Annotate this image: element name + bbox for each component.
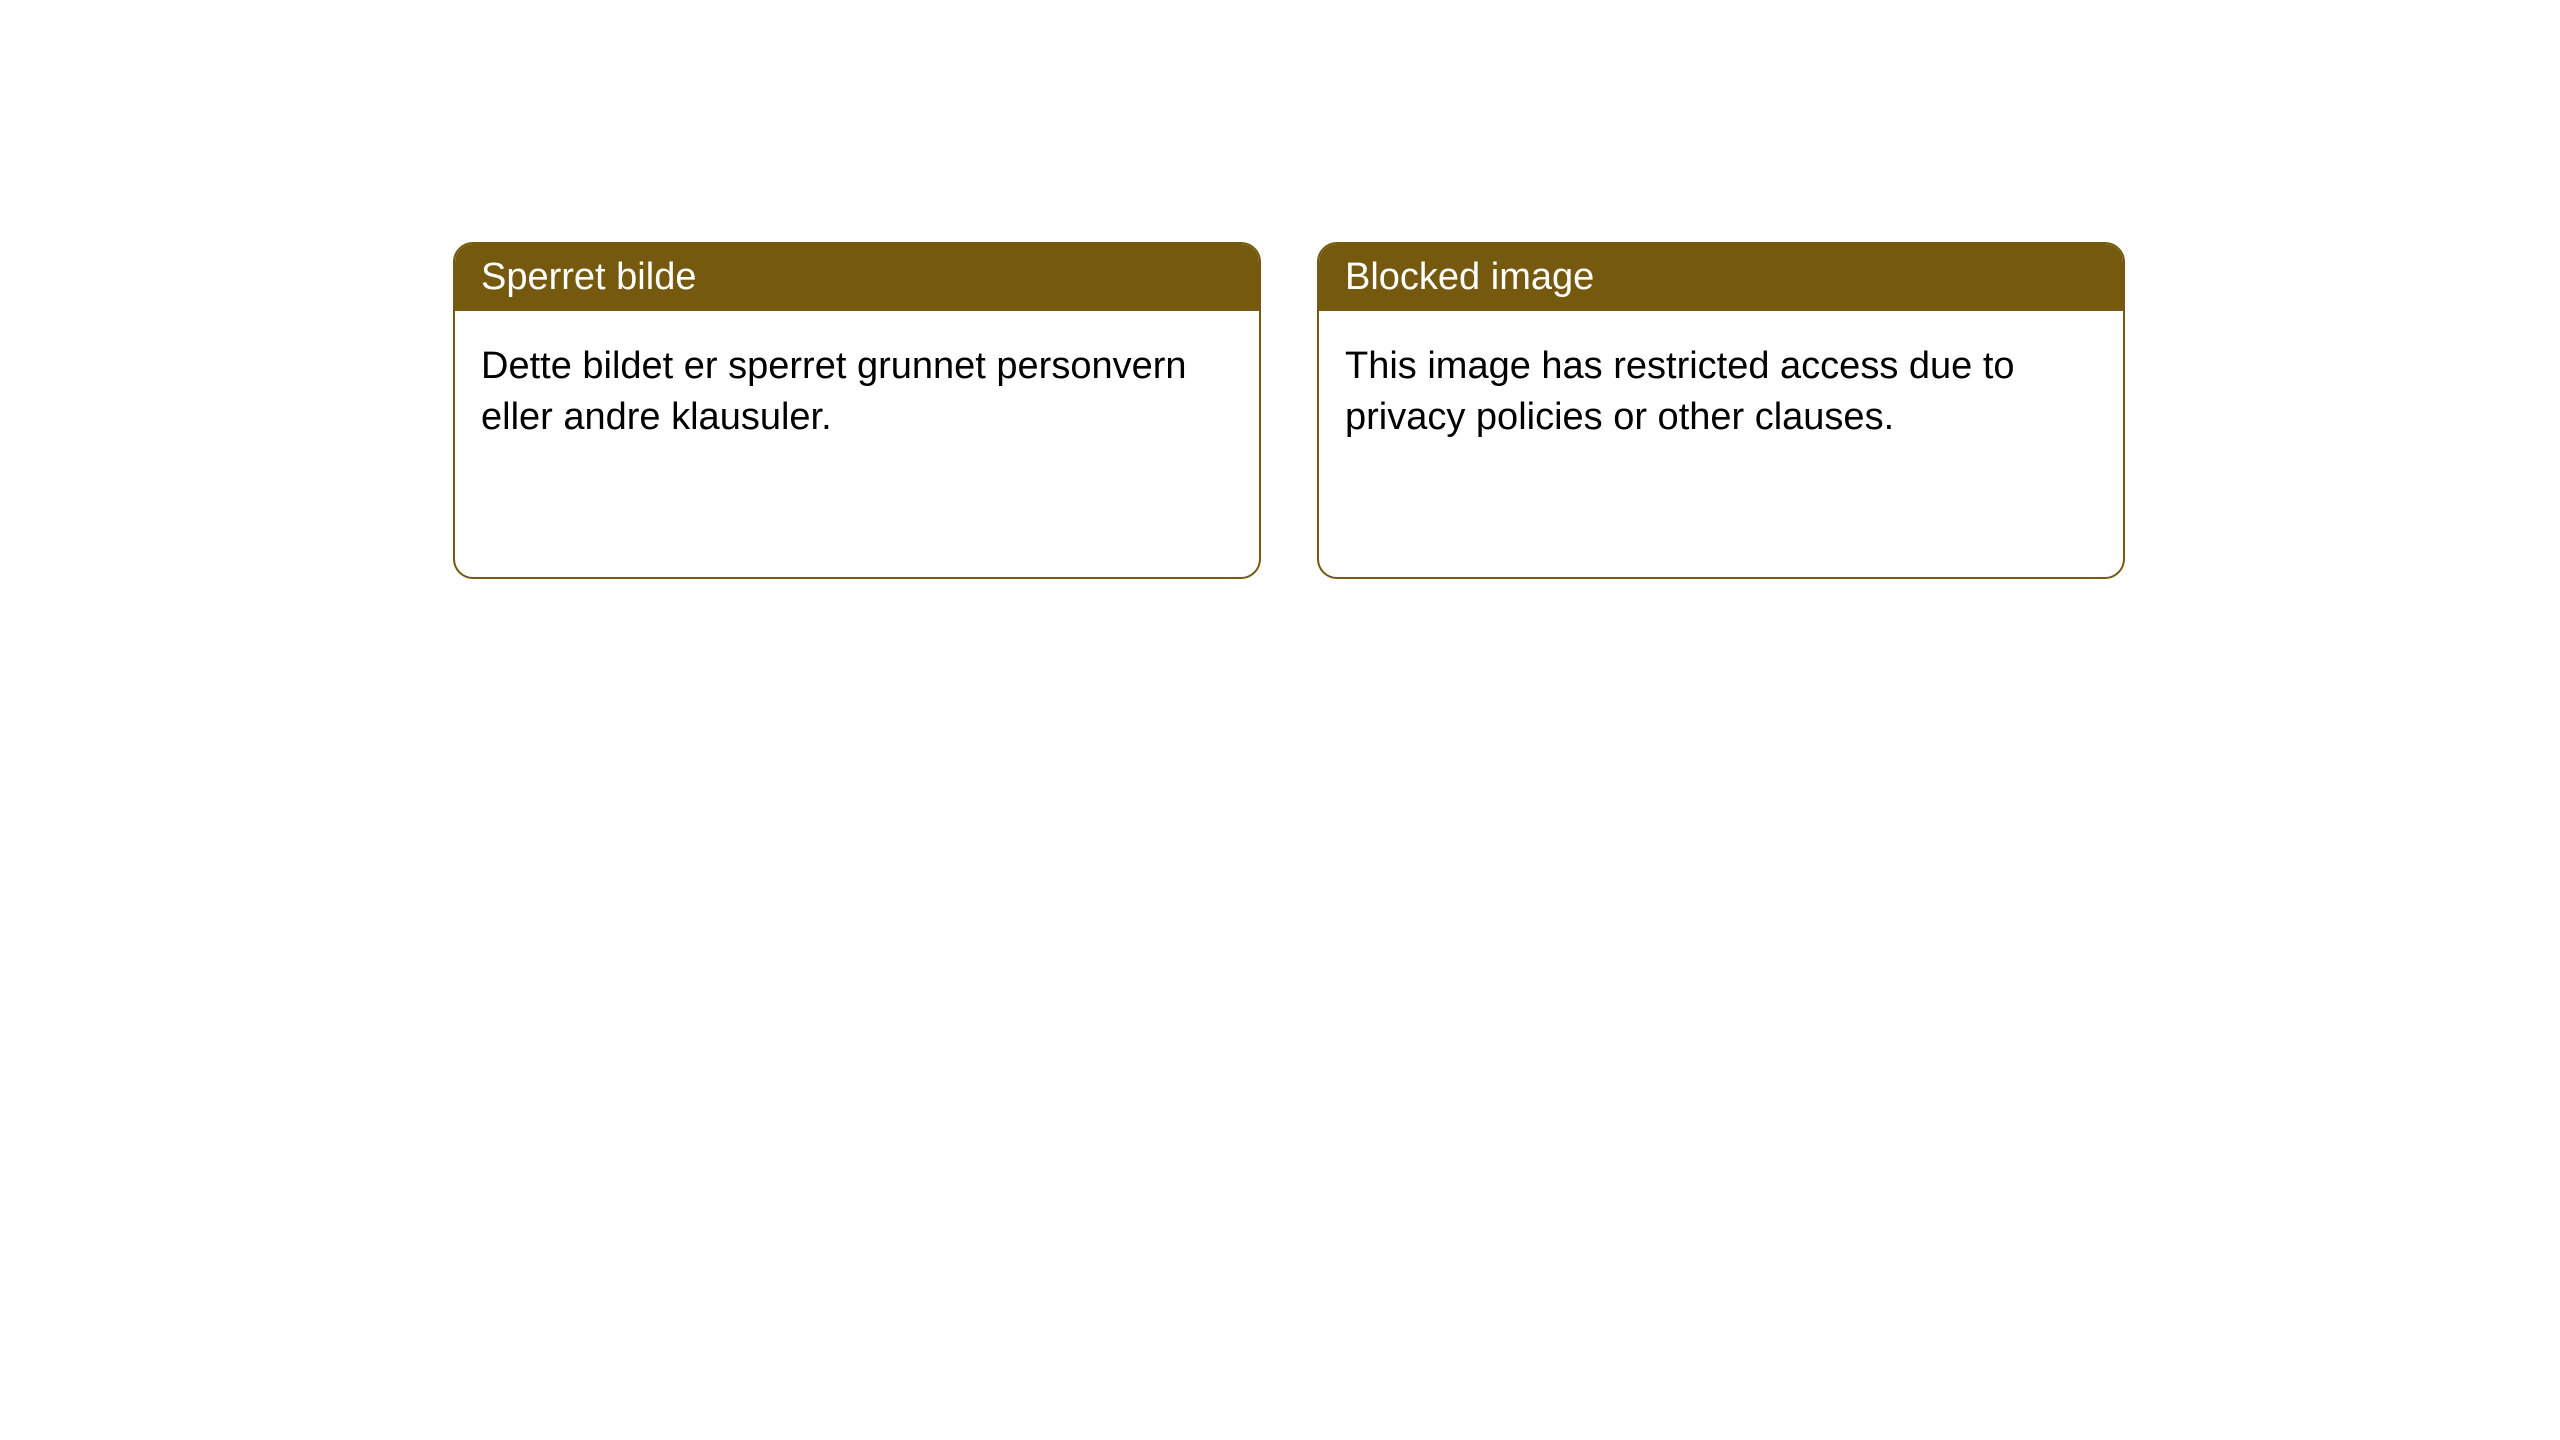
blocked-image-card-en: Blocked image This image has restricted … [1317, 242, 2125, 579]
card-title-en: Blocked image [1319, 244, 2123, 311]
blocked-image-card-no: Sperret bilde Dette bildet er sperret gr… [453, 242, 1261, 579]
cards-container: Sperret bilde Dette bildet er sperret gr… [0, 0, 2560, 579]
card-title-no: Sperret bilde [455, 244, 1259, 311]
card-body-no: Dette bildet er sperret grunnet personve… [455, 311, 1259, 474]
card-body-en: This image has restricted access due to … [1319, 311, 2123, 474]
